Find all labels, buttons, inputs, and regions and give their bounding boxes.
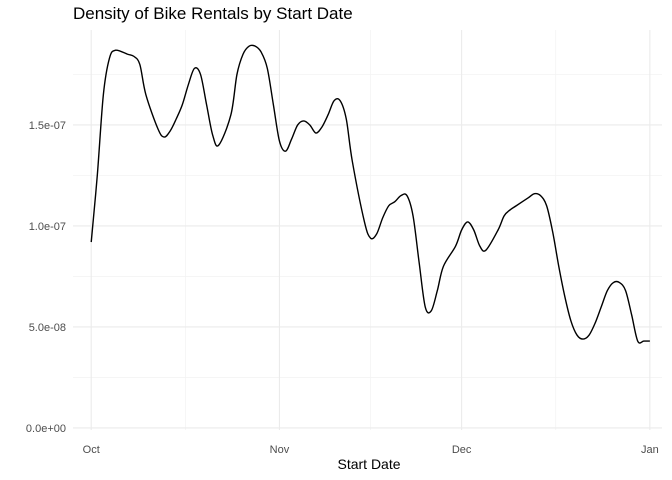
y-tick-label: 5.0e-08 <box>29 322 66 334</box>
x-tick-label: Dec <box>452 444 472 456</box>
x-tick-label: Nov <box>270 444 290 456</box>
minor-gridlines <box>73 30 662 430</box>
x-tick-label: Oct <box>83 444 100 456</box>
x-tick-label: Jan <box>641 444 659 456</box>
y-tick-label: 1.5e-07 <box>29 120 66 132</box>
x-axis-label: Start Date <box>337 456 401 472</box>
major-gridlines <box>73 30 662 430</box>
y-tick-label: 1.0e-07 <box>29 221 66 233</box>
chart-title: Density of Bike Rentals by Start Date <box>73 4 353 23</box>
x-axis-ticks: Oct Nov Dec Jan <box>83 444 659 456</box>
y-axis-ticks: 0.0e+00 5.0e-08 1.0e-07 1.5e-07 <box>26 120 66 435</box>
density-line <box>90 44 650 344</box>
y-tick-label: 0.0e+00 <box>26 423 66 435</box>
